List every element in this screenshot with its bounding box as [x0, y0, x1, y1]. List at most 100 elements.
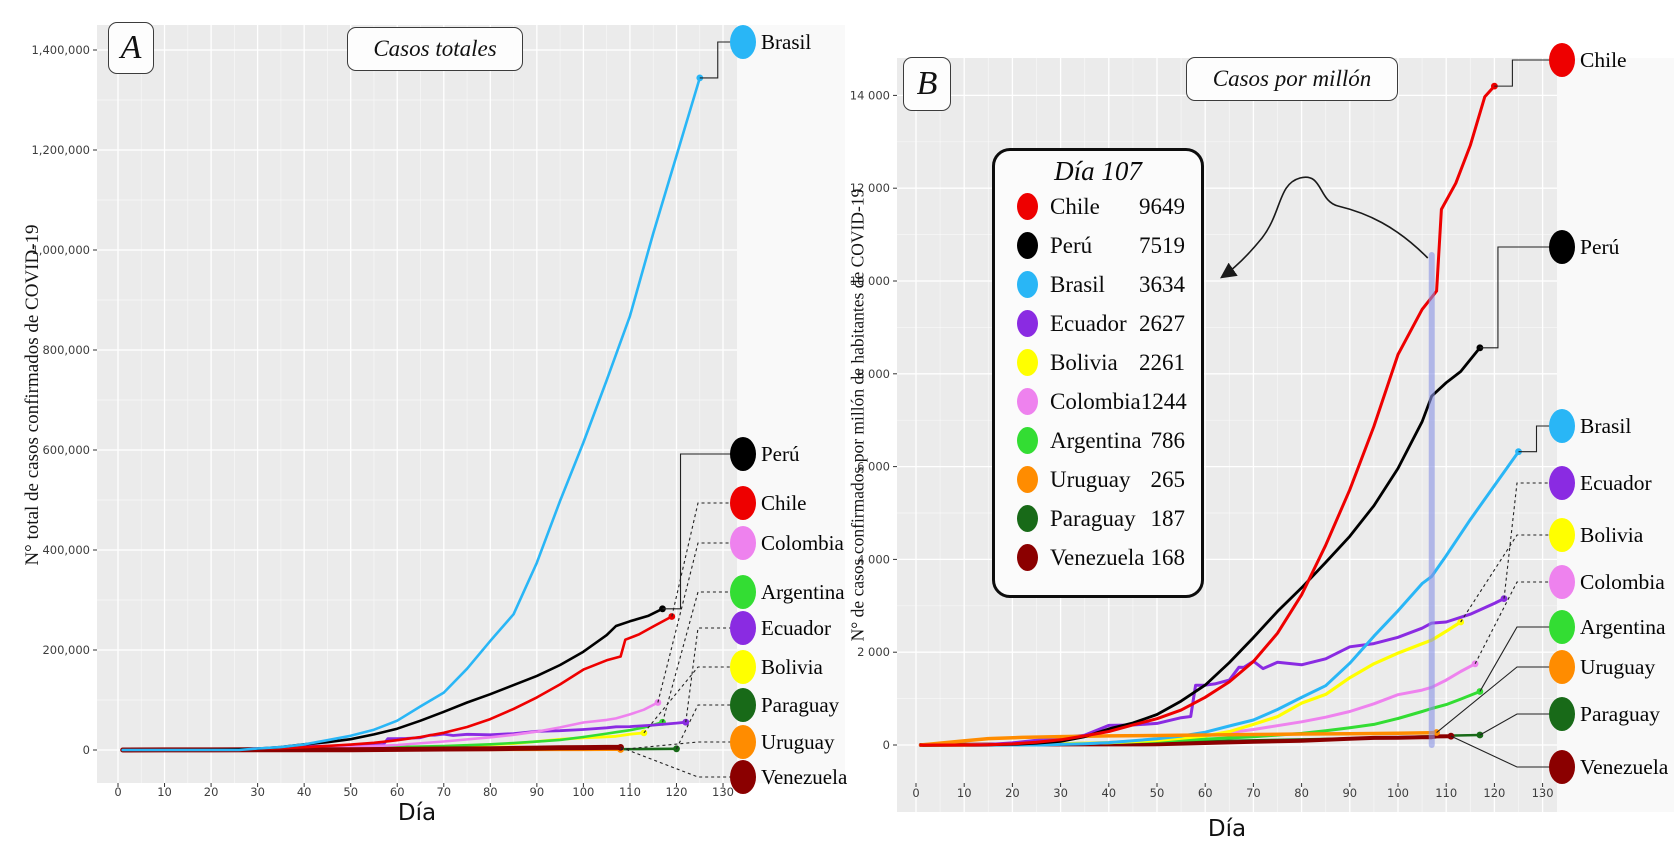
leader-line-chile-a: [671, 502, 733, 617]
y-tick-label: 600,000: [42, 443, 90, 457]
series-line-uruguay-b: [919, 730, 1439, 747]
legend-row-brasil: Brasil 3634: [995, 265, 1201, 304]
legend-dot-brasil: [1017, 271, 1038, 298]
legend-country-name: Paraguay: [1050, 505, 1136, 531]
legend-country-name: Chile: [1050, 193, 1100, 219]
series-line-brasil-a: [121, 76, 702, 752]
leader-line-brasil-b: [1518, 425, 1552, 453]
label-text-colombia-a: Colombia: [761, 531, 845, 555]
label-dot-paraguay-a: [730, 688, 756, 722]
endpoint-dot-argentina-b: [1476, 688, 1484, 695]
legend-country-value: 2261: [1139, 349, 1185, 375]
label-dot-perú-a: [730, 437, 756, 471]
series-line-chile-b: [919, 84, 1496, 747]
x-tick-label: 50: [343, 785, 358, 799]
endpoint-dot-venezuela-b: [1447, 732, 1455, 740]
panel-b-title: Casos por millón: [1186, 57, 1398, 101]
y-tick-label: 200,000: [42, 643, 90, 657]
label-dot-venezuela-a: [730, 760, 756, 794]
leader-line-perú-b: [1479, 246, 1552, 349]
legend-row-uruguay: Uruguay 265: [995, 460, 1201, 499]
x-tick-label: 0: [114, 785, 121, 799]
leader-line-paraguay-b: [1479, 713, 1552, 736]
legend-dot-bolivia: [1017, 349, 1038, 376]
label-dot-uruguay-a: [730, 725, 756, 759]
panel-B-label-strip: [1557, 58, 1674, 812]
x-tick-label: 0: [912, 786, 919, 800]
x-tick-label: 30: [1053, 786, 1068, 800]
legend-row-venezuela: Venezuela 168: [995, 538, 1201, 577]
label-text-paraguay-a: Paraguay: [761, 693, 840, 717]
label-text-argentina-a: Argentina: [761, 580, 845, 604]
leader-line-bolivia-b: [1460, 534, 1552, 623]
y-tick-label: 1,400,000: [31, 43, 90, 57]
panel-a-xlabel: Día: [397, 800, 437, 826]
endpoint-dot-paraguay-b: [1476, 731, 1484, 739]
x-tick-label: 130: [1532, 786, 1554, 800]
label-dot-chile-a: [730, 486, 756, 520]
y-tick-label: 6 000: [857, 460, 890, 474]
endpoint-dot-ecuador-a: [682, 718, 690, 726]
day107-legend-box: Día 107 Chile 9649 Perú 7519 Brasil 3634 Ecuad…: [992, 148, 1204, 598]
x-tick-label: 60: [390, 785, 405, 799]
legend-country-value: 9649: [1139, 193, 1185, 219]
x-tick-label: 10: [157, 785, 172, 799]
legend-dot-venezuela: [1017, 544, 1038, 571]
endpoint-dot-paraguay-a: [673, 745, 680, 753]
legend-country-name: Venezuela: [1050, 544, 1145, 570]
panel-A-background: [97, 25, 737, 783]
endpoint-dot-colombia-a: [654, 699, 662, 706]
label-text-venezuela-b: Venezuela: [1580, 755, 1669, 779]
legend-country-value: 1244: [1140, 388, 1187, 414]
day107-pointer-arrow: [1220, 176, 1429, 279]
leader-line-colombia-b: [1474, 581, 1552, 665]
legend-country-name: Brasil: [1050, 271, 1105, 297]
x-tick-label: 60: [1198, 786, 1213, 800]
legend-dot-uruguay: [1017, 466, 1038, 493]
x-tick-label: 70: [436, 785, 451, 799]
y-tick-label: 8 000: [857, 367, 890, 381]
legend-country-name: Argentina: [1050, 427, 1142, 453]
y-tick-label: 14 000: [850, 88, 890, 102]
legend-country-name: Bolivia: [1050, 349, 1118, 375]
x-tick-label: 20: [1005, 786, 1020, 800]
leader-line-venezuela-b: [1450, 735, 1552, 768]
label-text-ecuador-b: Ecuador: [1580, 471, 1652, 495]
day107-legend-title: Día 107: [1054, 156, 1142, 186]
x-tick-label: 30: [250, 785, 265, 799]
label-dot-colombia-b: [1549, 565, 1575, 599]
endpoint-dot-perú-b: [1476, 344, 1484, 352]
leader-line-brasil-a: [699, 41, 733, 79]
legend-country-value: 7519: [1139, 232, 1185, 258]
label-dot-brasil-a: [730, 25, 756, 59]
day107-legend-rows: Chile 9649 Perú 7519 Brasil 3634 Ecuador 2627 Bo…: [995, 187, 1201, 577]
legend-country-value: 168: [1150, 544, 1186, 570]
label-dot-ecuador-b: [1549, 466, 1575, 500]
label-dot-bolivia-a: [730, 650, 756, 684]
y-tick-label: 0: [883, 738, 890, 752]
leader-line-ecuador-a: [685, 627, 733, 723]
x-tick-label: 90: [530, 785, 545, 799]
legend-dot-perú: [1017, 232, 1038, 259]
x-tick-label: 70: [1246, 786, 1261, 800]
leader-line-perú-a: [662, 453, 733, 610]
y-tick-label: 800,000: [42, 343, 90, 357]
label-text-paraguay-b: Paraguay: [1580, 702, 1660, 726]
legend-dot-ecuador: [1017, 310, 1038, 337]
label-text-perú-b: Perú: [1580, 235, 1620, 259]
leader-line-colombia-a: [657, 542, 733, 703]
y-tick-label: 1,000,000: [31, 243, 90, 257]
endpoint-dot-perú-a: [659, 605, 666, 613]
x-tick-label: 120: [666, 785, 688, 799]
panel-a-tag: A: [108, 22, 154, 74]
leader-line-argentina-a: [661, 591, 733, 723]
leader-line-ecuador-b: [1503, 482, 1552, 599]
legend-dot-chile: [1017, 193, 1038, 220]
legend-country-name: Colombia: [1050, 388, 1141, 414]
leader-line-paraguay-a: [675, 704, 733, 750]
label-dot-brasil-b: [1549, 409, 1575, 443]
label-text-bolivia-b: Bolivia: [1580, 523, 1644, 547]
legend-dot-argentina: [1017, 427, 1038, 454]
